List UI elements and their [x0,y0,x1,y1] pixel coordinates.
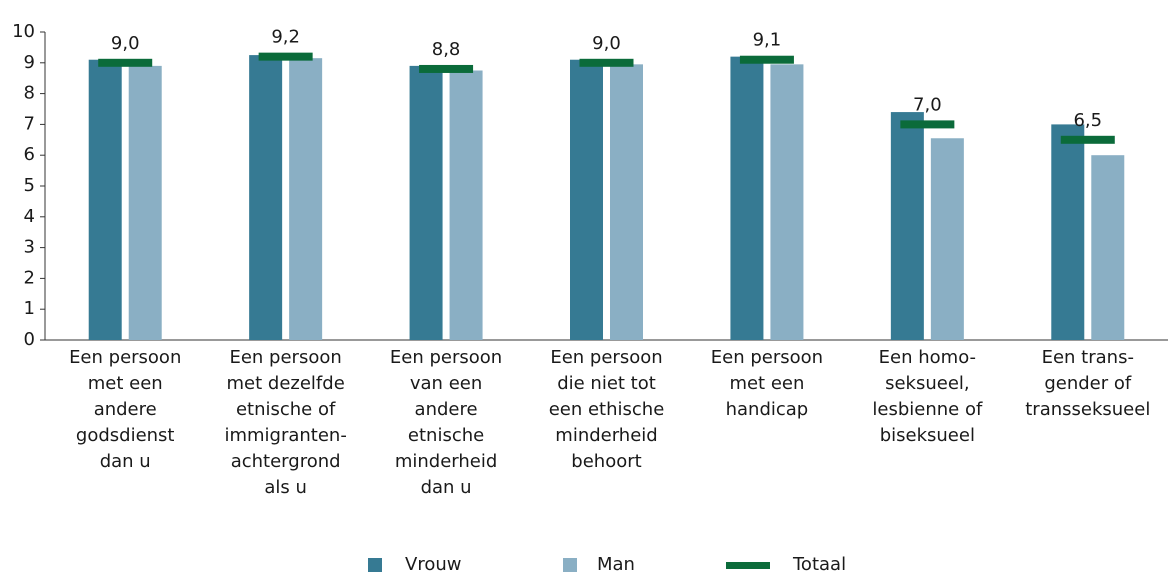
x-tick-line: godsdienst [76,425,175,446]
x-tick-line: Een persoon [550,347,662,368]
x-tick-line: gender of [1044,373,1132,394]
value-label: 6,5 [1073,110,1102,131]
x-tick-line: handicap [726,399,809,420]
x-tick-label: Een persoon met een handicap [711,347,823,420]
total-marker [258,52,313,61]
value-label: 9,0 [111,33,140,54]
bar [249,55,283,340]
x-tick-line: die niet tot [557,373,656,394]
bar [409,65,443,340]
x-tick-label: Een trans-gender of transseksueel [1025,347,1150,420]
total-marker [1060,135,1115,144]
y-tick-label: 10 [12,21,35,42]
x-tick-label: Een persoon die niet tot een ethische minde… [549,347,665,472]
x-tick-line: seksueel, [885,373,970,394]
x-tick-label: Een persoon van een andere etnische minderhe… [390,347,502,498]
value-label: 9,1 [753,30,782,51]
x-tick-line: dan u [421,477,472,498]
value-label: 9,0 [592,33,621,54]
y-tick-label: 9 [24,52,35,73]
y-tick-label: 8 [24,83,35,104]
x-tick-line: Een trans- [1042,347,1134,368]
bar [770,64,804,340]
value-label: 7,0 [913,94,942,115]
y-tick-label: 1 [24,298,35,319]
x-tick-line: met een [729,373,804,394]
x-tick-line: achtergrond [231,451,341,472]
legend-label: Totaal [792,554,846,575]
bar [289,58,323,341]
y-tick-label: 6 [24,144,35,165]
x-tick-line: behoort [571,451,641,472]
bar [930,138,964,340]
x-tick-line: met een [88,373,163,394]
x-tick-line: dan u [100,451,151,472]
bar [890,112,924,340]
y-tick-label: 2 [24,267,35,288]
total-marker [900,120,955,129]
total-marker [739,55,794,64]
x-tick-line: met dezelfde [227,373,345,394]
value-label: 9,2 [271,27,300,48]
x-tick-line: biseksueel [880,425,975,446]
y-tick-label: 0 [24,329,35,350]
x-tick-line: als u [264,477,307,498]
legend-label: Vrouw [405,554,461,575]
bar [1051,124,1085,341]
legend-swatch [368,558,382,572]
bar [449,70,483,340]
x-tick-label: Een persoon met dezelfde etnische of immigr… [224,347,346,498]
bar [730,56,764,340]
x-tick-line: een ethische [549,399,665,420]
bar [1091,155,1125,340]
x-tick-line: immigranten- [224,425,346,446]
x-tick-line: Een persoon [69,347,181,368]
y-tick-label: 5 [24,175,35,196]
legend-swatch [563,558,577,572]
x-tick-line: minderheid [555,425,657,446]
bar [128,65,162,340]
x-tick-line: lesbienne of [872,399,983,420]
y-tick-label: 4 [24,206,35,227]
total-marker [98,58,153,67]
x-tick-line: van een [410,373,482,394]
x-tick-line: etnische of [236,399,336,420]
x-tick-line: Een homo- [879,347,976,368]
x-tick-line: transseksueel [1025,399,1150,420]
value-label: 8,8 [432,39,461,60]
x-tick-line: andere [94,399,157,420]
total-marker [419,64,474,73]
y-tick-label: 3 [24,237,35,258]
x-tick-line: Een persoon [711,347,823,368]
x-tick-label: Een homo-seksueel, lesbienne of biseksueel [872,347,983,446]
x-tick-line: etnische [408,425,484,446]
x-tick-line: Een persoon [390,347,502,368]
legend-swatch [726,562,770,569]
bar [88,59,122,340]
total-marker [579,58,634,67]
x-tick-line: andere [415,399,478,420]
x-tick-line: Een persoon [229,347,341,368]
bar [570,59,603,340]
x-tick-label: Een persoon met een andere godsdienst dan u [69,347,181,472]
x-tick-line: minderheid [395,451,497,472]
legend-label: Man [597,554,635,575]
y-tick-label: 7 [24,113,35,134]
bar [610,64,643,340]
